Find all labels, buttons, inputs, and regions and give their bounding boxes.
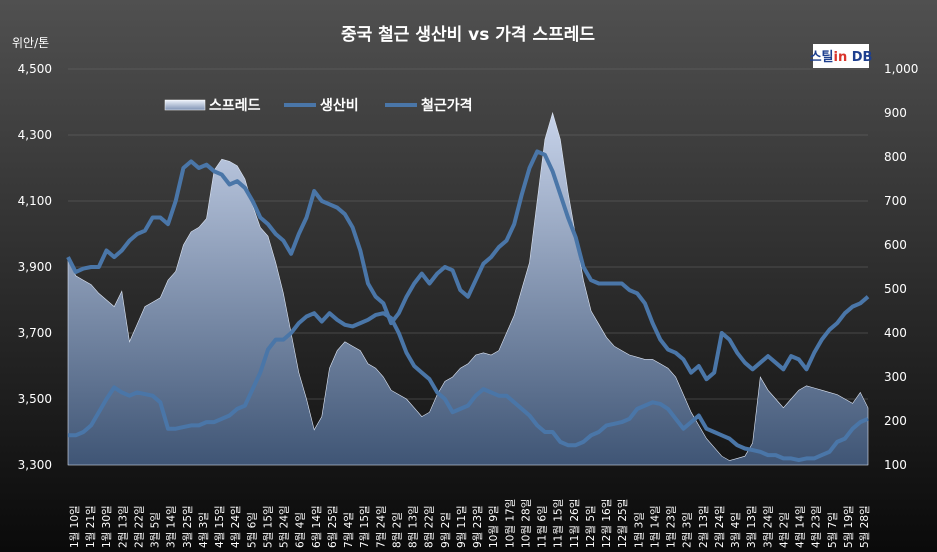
x-tick-label: 2월 3일 [681, 512, 694, 548]
x-tick-label: 5월 6일 [245, 512, 258, 548]
spread-area [67, 111, 869, 466]
y-right-tick-label: 500 [884, 282, 907, 296]
x-tick-label: 5월 28일 [858, 505, 871, 548]
x-tick-label: 5월 19일 [842, 505, 855, 548]
x-tick-label: 4월 14일 [794, 505, 807, 548]
legend: 스프레드 생산비 철근가격 [164, 97, 473, 114]
legend-label-price: 철근가격 [421, 97, 473, 114]
y-right-tick-label: 900 [884, 106, 907, 120]
y-left-unit-label: 위안/톤 [12, 36, 49, 50]
x-tick-label: 11월 15일 [552, 499, 565, 548]
x-tick-label: 1월 14일 [648, 505, 661, 548]
x-tick-label: 5월 7일 [826, 512, 839, 548]
line-layer [66, 149, 870, 463]
y-right-tick-label: 100 [884, 458, 907, 472]
y-right-tick-label: 300 [884, 370, 907, 384]
y-left-tick-label: 3,700 [18, 326, 52, 340]
x-tick-label: 3월 14일 [165, 505, 178, 548]
y-right-tick-label: 400 [884, 326, 907, 340]
y-right-tick-label: 600 [884, 238, 907, 252]
legend-item-price: 철근가격 [385, 97, 473, 114]
x-tick-label: 6월 4일 [294, 512, 307, 548]
x-tick-label: 4월 15일 [213, 505, 226, 548]
x-tick-label: 6월 14일 [310, 505, 323, 548]
x-tick-label: 2월 24일 [713, 505, 726, 548]
x-tick-label: 9월 23일 [471, 505, 484, 548]
y-left-tick-labels: 3,300 3,500 3,700 3,900 4,100 4,300 4,500 [18, 62, 52, 472]
brand-logo: 스틸in DB [810, 44, 873, 68]
x-tick-label: 12월 5일 [584, 505, 597, 548]
x-tick-label: 7월 24일 [374, 505, 387, 548]
y-left-tick-label: 4,100 [18, 194, 52, 208]
x-tick-label: 1월 3일 [632, 512, 645, 548]
x-tick-label: 8월 13일 [407, 505, 420, 548]
x-tick-label: 3월 24일 [761, 505, 774, 548]
x-tick-label: 10월 9일 [487, 505, 500, 548]
x-tick-label: 3월 5일 [149, 512, 162, 548]
x-tick-label: 12월 16일 [600, 499, 613, 548]
legend-item-cost: 생산비 [284, 97, 359, 114]
x-tick-label: 2월 13일 [697, 505, 710, 548]
x-tick-label: 8월 2일 [390, 512, 403, 548]
y-left-tick-label: 3,300 [18, 458, 52, 472]
x-tick-label: 8월 22일 [423, 505, 436, 548]
y-right-tick-label: 800 [884, 150, 907, 164]
x-tick-label: 11월 26일 [568, 499, 581, 548]
y-left-tick-label: 4,300 [18, 128, 52, 142]
svg-text:스틸in DB: 스틸in DB [810, 50, 873, 65]
legend-label-cost: 생산비 [320, 97, 359, 114]
x-tick-labels: 1월 10일 1월 21일 1월 30일 2월 13일 2월 22일 3월 5일 3월 14… [68, 499, 871, 548]
x-tick-label: 2월 13일 [116, 505, 129, 548]
x-tick-label: 6월 25일 [326, 505, 339, 548]
chart-title: 중국 철근 생산비 vs 가격 스프레드 [341, 25, 595, 45]
x-tick-label: 1월 30일 [100, 505, 113, 548]
y-left-tick-label: 4,500 [18, 62, 52, 76]
legend-item-spread: 스프레드 [164, 98, 261, 114]
x-tick-label: 4월 23일 [810, 505, 823, 548]
x-tick-label: 10월 17일 [503, 499, 516, 548]
x-tick-label: 3월 4일 [729, 512, 742, 548]
x-tick-label: 7월 4일 [342, 512, 355, 548]
legend-swatch-spread [164, 99, 206, 111]
x-tick-label: 5월 24일 [278, 505, 291, 548]
spread-area-layer [67, 111, 869, 466]
x-tick-label: 4월 2일 [777, 512, 790, 548]
x-tick-label: 4월 24일 [229, 505, 242, 548]
x-tick-label: 7월 15일 [358, 505, 371, 548]
x-tick-label: 1월 23일 [665, 505, 678, 548]
y-left-tick-label: 3,900 [18, 260, 52, 274]
y-right-tick-label: 200 [884, 414, 907, 428]
x-tick-label: 9월 11일 [455, 505, 468, 548]
legend-label-spread: 스프레드 [209, 98, 261, 114]
x-tick-label: 5월 15일 [261, 505, 274, 548]
x-tick-label: 12월 25일 [616, 499, 629, 548]
x-tick-label: 2월 22일 [132, 505, 145, 548]
x-tick-label: 4월 3일 [197, 512, 210, 548]
x-tick-label: 3월 13일 [745, 505, 758, 548]
y-right-tick-label: 1,000 [884, 62, 918, 76]
y-left-tick-label: 3,500 [18, 392, 52, 406]
x-tick-label: 9월 2일 [439, 512, 452, 548]
y-right-tick-label: 700 [884, 194, 907, 208]
x-tick-label: 1월 10일 [68, 505, 81, 548]
price-line [66, 149, 870, 382]
cost-line [68, 311, 869, 463]
y-right-tick-labels: 100 200 300 400 500 600 700 800 900 1,000 [884, 62, 918, 472]
x-tick-label: 3월 25일 [181, 505, 194, 548]
x-tick-label: 10월 28일 [519, 499, 532, 548]
x-tick-label: 1월 21일 [84, 505, 97, 548]
x-tick-label: 11월 6일 [536, 505, 549, 548]
